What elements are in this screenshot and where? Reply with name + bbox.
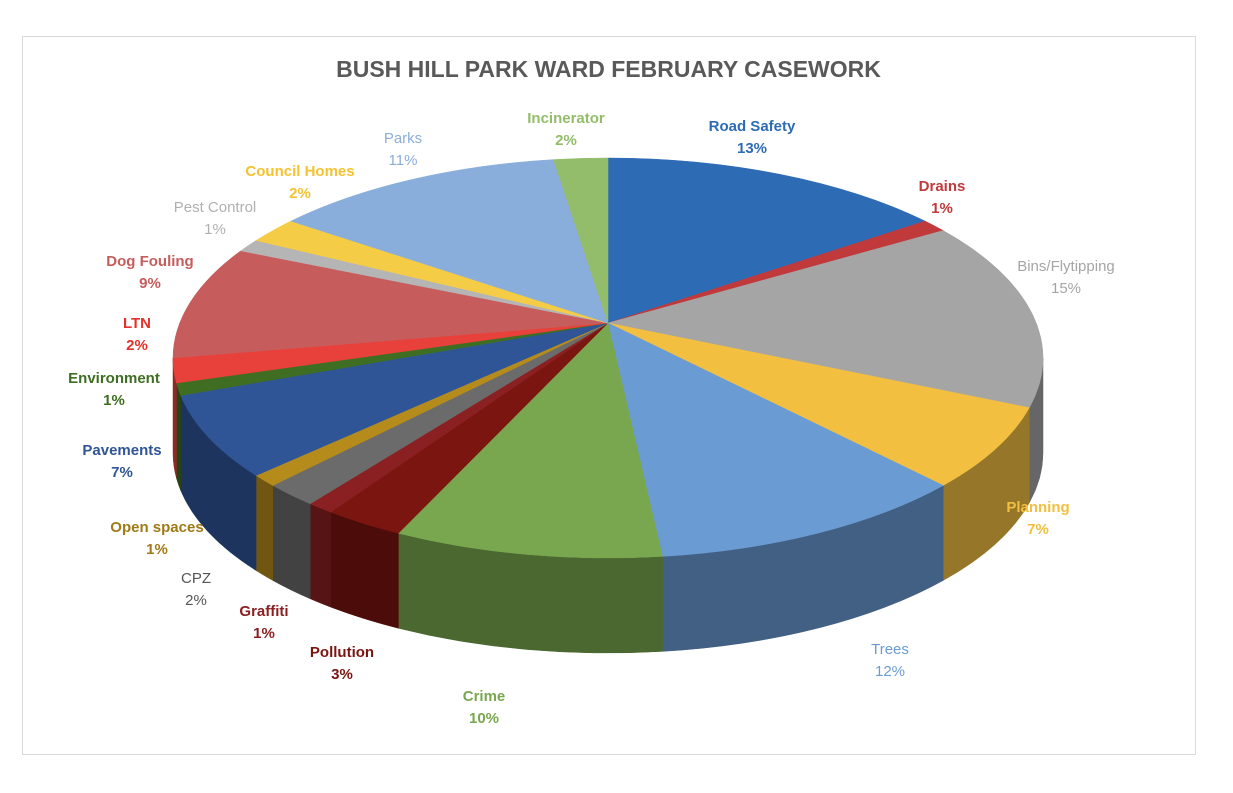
slice-parks [290, 159, 609, 324]
label-drains: Drains [919, 178, 966, 195]
pct-environment: 1% [103, 392, 125, 409]
label-trees: Trees [871, 641, 909, 658]
label-open-spaces: Open spaces [110, 519, 203, 536]
pct-council-homes: 2% [289, 185, 311, 202]
label-cpz: CPZ [181, 570, 211, 587]
pie-top [172, 157, 1044, 559]
pct-trees: 12% [875, 663, 905, 680]
slice-side-graffiti [309, 503, 331, 608]
pct-crime: 10% [469, 710, 499, 727]
pct-pavements: 7% [111, 464, 133, 481]
pct-ltn: 2% [126, 337, 148, 354]
slice-bins-flytipping [607, 230, 1044, 409]
label-incinerator: Incinerator [527, 110, 605, 127]
slice-crime [397, 322, 663, 559]
slice-side-open-spaces [255, 475, 274, 581]
chart-frame [22, 36, 1196, 755]
pct-open-spaces: 1% [146, 541, 168, 558]
label-council-homes: Council Homes [245, 163, 354, 180]
label-parks: Parks [384, 130, 422, 147]
label-road-safety: Road Safety [709, 118, 796, 135]
label-ltn: LTN [123, 315, 151, 332]
label-environment: Environment [68, 370, 160, 387]
label-pest-control: Pest Control [174, 199, 257, 216]
pct-dog-fouling: 9% [139, 275, 161, 292]
slice-dog-fouling [172, 250, 609, 359]
pie-labels: Road Safety 13% Drains 1% Bins/Flytipping 15%… [68, 110, 1115, 727]
label-planning: Planning [1006, 499, 1069, 516]
pct-parks: 11% [389, 152, 418, 169]
label-dog-fouling: Dog Fouling [106, 253, 193, 270]
pct-pest-control: 1% [204, 221, 226, 238]
pct-pollution: 3% [331, 666, 353, 683]
slice-incinerator [553, 157, 609, 324]
label-bins-flytipping: Bins/Flytipping [1017, 258, 1115, 275]
label-pavements: Pavements [82, 442, 161, 459]
pct-bins-flytipping: 15% [1051, 280, 1081, 297]
pct-incinerator: 2% [555, 132, 577, 149]
pct-road-safety: 13% [737, 140, 767, 157]
slice-side-cpz [272, 485, 311, 600]
pct-planning: 7% [1027, 521, 1049, 538]
pct-graffiti: 1% [253, 625, 275, 642]
label-pollution: Pollution [310, 644, 374, 661]
slice-side-environment [176, 383, 181, 491]
pct-cpz: 2% [185, 592, 207, 609]
pie-sides [172, 357, 1044, 654]
slice-pavements [180, 322, 609, 476]
slice-planning [607, 322, 1030, 486]
slice-road-safety [607, 157, 926, 324]
label-crime: Crime [463, 688, 506, 705]
chart-title: BUSH HILL PARK WARD FEBRUARY CASEWORK [336, 56, 881, 82]
slice-trees [607, 322, 944, 557]
label-graffiti: Graffiti [239, 603, 288, 620]
pct-drains: 1% [931, 200, 953, 217]
